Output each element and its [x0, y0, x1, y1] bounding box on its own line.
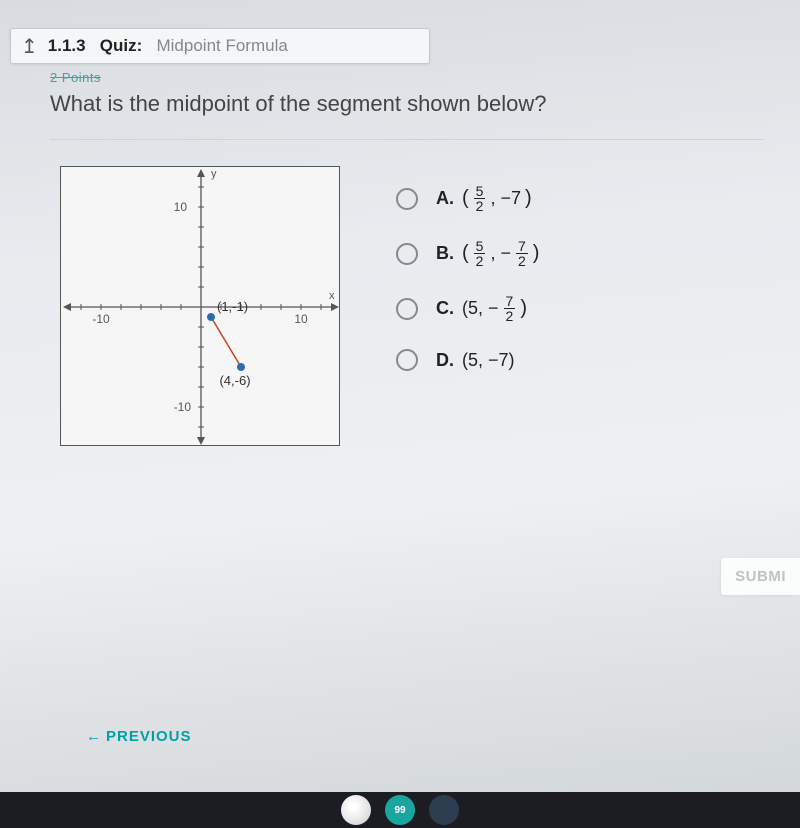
quiz-word: Quiz:: [100, 36, 143, 55]
denominator: 2: [516, 254, 528, 268]
text: , −: [490, 243, 511, 264]
answer-label: A. ( 5 2 , −7 ): [436, 184, 532, 213]
quiz-topic: Midpoint Formula: [156, 36, 287, 55]
previous-button[interactable]: ← PREVIOUS: [86, 728, 192, 745]
denominator: 2: [504, 309, 516, 323]
fraction: 7 2: [504, 294, 516, 323]
svg-text:(1,-1): (1,-1): [217, 299, 248, 314]
svg-text:-10: -10: [174, 400, 192, 414]
numerator: 7: [504, 294, 516, 309]
answer-option-c[interactable]: C. (5, − 7 2 ): [396, 294, 539, 323]
content-area: 2 Points What is the midpoint of the seg…: [0, 64, 800, 446]
svg-text:(4,-6): (4,-6): [219, 373, 250, 388]
answer-letter: A.: [436, 188, 454, 209]
taskbar: 99: [0, 792, 800, 828]
fraction: 5 2: [474, 239, 486, 268]
text: ): [520, 297, 527, 320]
radio-icon[interactable]: [396, 298, 418, 320]
text: ): [525, 187, 532, 210]
radio-icon[interactable]: [396, 349, 418, 371]
tab-bar: ↥ 1.1.3 Quiz: Midpoint Formula: [10, 28, 430, 64]
divider: [50, 139, 764, 140]
numerator: 7: [516, 239, 528, 254]
answer-option-d[interactable]: D. (5, −7): [396, 349, 539, 371]
answer-label: C. (5, − 7 2 ): [436, 294, 527, 323]
answer-list: A. ( 5 2 , −7 ) B. ( 5 2: [396, 184, 539, 371]
tab-title: 1.1.3 Quiz: Midpoint Formula: [48, 36, 288, 56]
numerator: 5: [474, 239, 486, 254]
answer-letter: D.: [436, 350, 454, 371]
text: (5, −7): [462, 350, 515, 371]
answer-option-b[interactable]: B. ( 5 2 , − 7 2 ): [396, 239, 539, 268]
denominator: 2: [474, 199, 486, 213]
radio-icon[interactable]: [396, 243, 418, 265]
graph-svg: 10 -10 10 -10 y x (1,-1) (4,-6): [61, 167, 341, 447]
previous-label: PREVIOUS: [106, 728, 192, 745]
section-number: 1.1.3: [48, 36, 86, 55]
answer-option-a[interactable]: A. ( 5 2 , −7 ): [396, 184, 539, 213]
coordinate-graph: 10 -10 10 -10 y x (1,-1) (4,-6): [60, 166, 340, 446]
radio-icon[interactable]: [396, 188, 418, 210]
text: (: [462, 187, 469, 210]
answer-label: B. ( 5 2 , − 7 2 ): [436, 239, 539, 268]
answer-letter: B.: [436, 243, 454, 264]
svg-text:10: 10: [294, 312, 308, 326]
svg-text:y: y: [211, 168, 217, 180]
text: (: [462, 242, 469, 265]
numerator: 5: [474, 184, 486, 199]
denominator: 2: [474, 254, 486, 268]
fraction: 7 2: [516, 239, 528, 268]
answer-label: D. (5, −7): [436, 350, 515, 371]
question-text: What is the midpoint of the segment show…: [50, 91, 764, 117]
submit-button[interactable]: SUBMI: [721, 558, 800, 595]
points-label: 2 Points: [50, 70, 764, 85]
main-row: 10-1010-10yx(1,-1)(4,-6) A. ( 5 2 , −7 ): [50, 166, 764, 446]
arrow-left-icon: ←: [86, 728, 102, 745]
svg-text:-10: -10: [92, 312, 110, 326]
text: ): [533, 242, 540, 265]
text: , −7: [490, 188, 521, 209]
answer-letter: C.: [436, 298, 454, 319]
svg-text:x: x: [329, 290, 335, 302]
text: (5, −: [462, 298, 499, 319]
back-arrow-icon[interactable]: ↥: [21, 34, 38, 59]
fraction: 5 2: [474, 184, 486, 213]
svg-text:10: 10: [174, 200, 188, 214]
